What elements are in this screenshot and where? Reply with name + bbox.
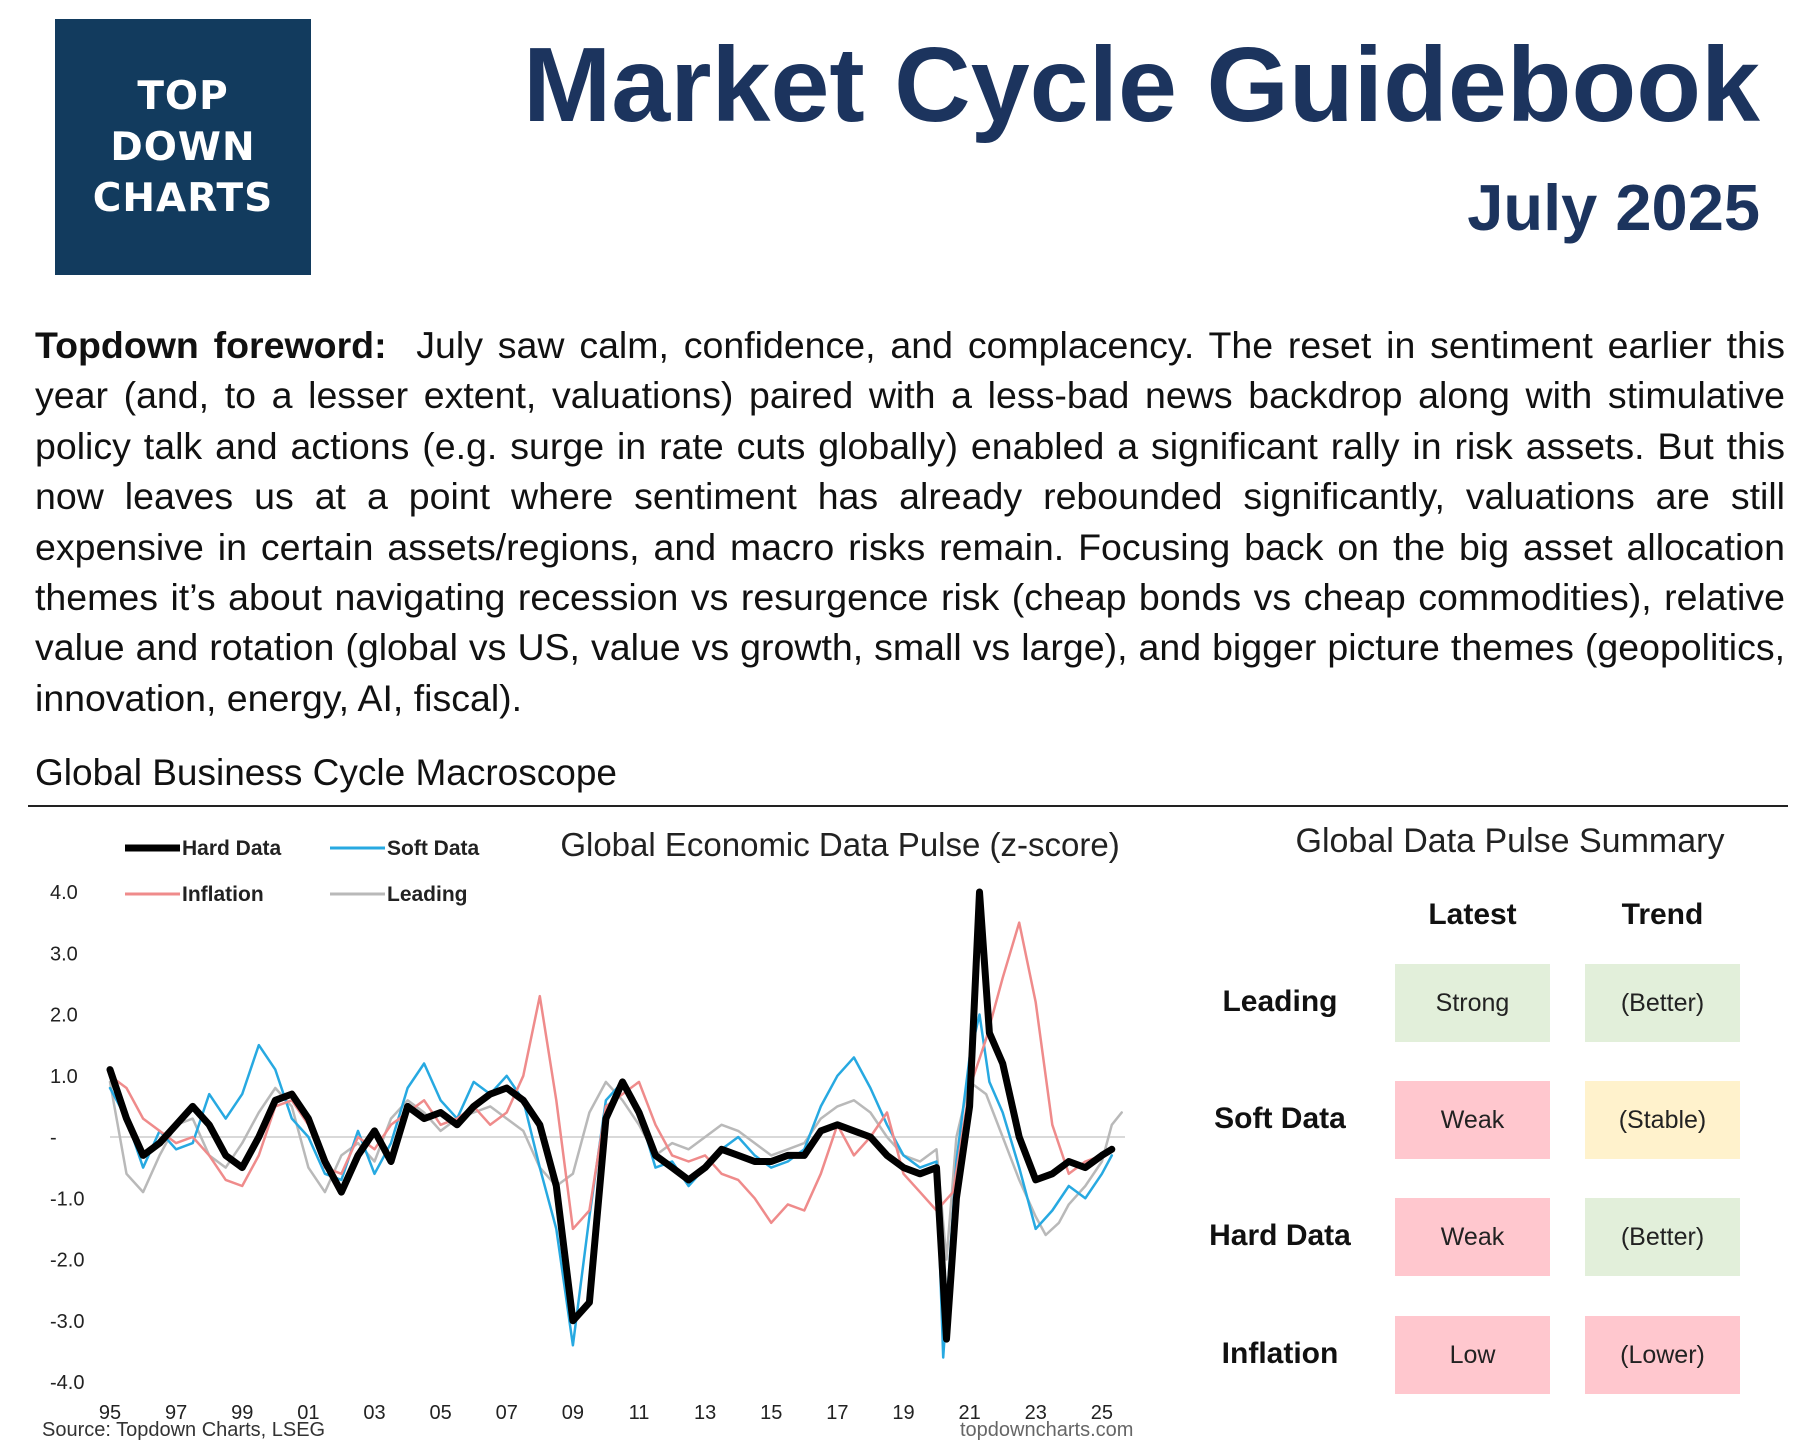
x-tick-label: 05: [429, 1402, 451, 1424]
x-tick-label: 19: [892, 1402, 914, 1424]
x-tick-label: 03: [363, 1402, 385, 1424]
summary-title: Global Data Pulse Summary: [1295, 822, 1725, 860]
row-label-hard-data: Hard Data: [1209, 1219, 1351, 1252]
x-tick-label: 11: [629, 1402, 650, 1424]
cell-inflation-latest: Low: [1395, 1316, 1550, 1394]
legend-label: Soft Data: [387, 837, 479, 860]
x-tick-label: 17: [826, 1402, 848, 1424]
legend-label: Leading: [387, 883, 468, 906]
x-tick-label: 15: [760, 1402, 782, 1424]
cell-hard-data-trend: (Better): [1585, 1198, 1740, 1276]
x-tick-label: 01: [297, 1402, 319, 1424]
row-label-inflation: Inflation: [1221, 1337, 1339, 1370]
y-tick-label: 4.0: [50, 882, 78, 904]
logo-line: CHARTS: [92, 175, 274, 221]
x-tick-label: 23: [1025, 1402, 1047, 1424]
x-tick-label: 09: [562, 1402, 584, 1424]
column-header-latest: Latest: [1428, 898, 1517, 931]
foreword-lead: Topdown foreword:: [35, 324, 387, 366]
source-note: Source: Topdown Charts, LSEG: [42, 1419, 326, 1441]
y-tick-label: 1.0: [50, 1066, 78, 1088]
x-tick-label: 21: [958, 1402, 980, 1424]
x-tick-label: 07: [496, 1402, 518, 1424]
row-label-leading: Leading: [1222, 985, 1338, 1018]
data-pulse-chart: Global Economic Data Pulse (z-score) 4.0 3…: [50, 826, 1125, 1424]
x-tick-label: 97: [165, 1402, 187, 1424]
foreword: Topdown foreword: July saw calm, confide…: [35, 320, 1785, 723]
y-tick-label: -4.0: [50, 1372, 84, 1394]
logo-line: TOP: [137, 73, 229, 119]
legend-label: Inflation: [182, 883, 264, 906]
cell-inflation-trend: (Lower): [1585, 1316, 1740, 1394]
cell-soft-data-latest: Weak: [1395, 1081, 1550, 1159]
x-tick-label: 95: [99, 1402, 121, 1424]
y-tick-label: -1.0: [50, 1188, 84, 1210]
series-line-hard-data: [106, 888, 1116, 1343]
foreword-body: July saw calm, confidence, and complacen…: [35, 324, 1785, 719]
cell-soft-data-trend: (Stable): [1585, 1081, 1740, 1159]
section-title: Global Business Cycle Macroscope: [35, 752, 617, 793]
cell-leading-latest: Strong: [1395, 964, 1550, 1042]
cell-leading-trend: (Better): [1585, 964, 1740, 1042]
row-label-soft-data: Soft Data: [1214, 1102, 1346, 1135]
x-tick-label: 13: [694, 1402, 716, 1424]
y-tick-label: 3.0: [50, 943, 78, 965]
y-tick-label: -2.0: [50, 1250, 84, 1272]
x-tick-label: 25: [1091, 1402, 1113, 1424]
section-divider: [28, 805, 1788, 807]
column-header-trend: Trend: [1621, 898, 1704, 931]
report-date: July 2025: [1467, 171, 1760, 244]
logo: TOP DOWN CHARTS: [55, 19, 311, 275]
y-tick-label: -: [50, 1127, 57, 1149]
site-credit: topdowncharts.com: [960, 1419, 1134, 1441]
y-tick-label: 2.0: [50, 1005, 78, 1027]
logo-line: DOWN: [110, 124, 256, 170]
y-tick-label: -3.0: [50, 1311, 84, 1333]
x-tick-label: 99: [231, 1402, 253, 1424]
page-title: Market Cycle Guidebook: [522, 26, 1760, 144]
cell-hard-data-latest: Weak: [1395, 1198, 1550, 1276]
legend-label: Hard Data: [182, 837, 282, 860]
chart-title: Global Economic Data Pulse (z-score): [560, 826, 1119, 863]
